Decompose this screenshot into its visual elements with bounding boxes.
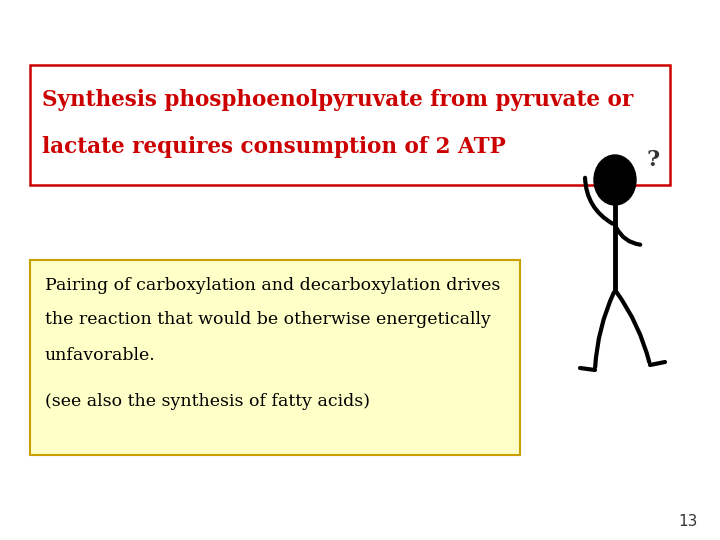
Text: the reaction that would be otherwise energetically: the reaction that would be otherwise ene… [45, 312, 491, 328]
Text: 13: 13 [678, 515, 698, 530]
Text: unfavorable.: unfavorable. [45, 347, 156, 363]
Ellipse shape [594, 155, 636, 205]
Text: (see also the synthesis of fatty acids): (see also the synthesis of fatty acids) [45, 394, 370, 410]
Text: Pairing of carboxylation and decarboxylation drives: Pairing of carboxylation and decarboxyla… [45, 276, 500, 294]
FancyBboxPatch shape [30, 260, 520, 455]
Text: Synthesis phosphoenolpyruvate from pyruvate or: Synthesis phosphoenolpyruvate from pyruv… [42, 89, 634, 111]
Text: ?: ? [647, 149, 660, 171]
Text: lactate requires consumption of 2 ATP: lactate requires consumption of 2 ATP [42, 136, 505, 158]
FancyBboxPatch shape [30, 65, 670, 185]
